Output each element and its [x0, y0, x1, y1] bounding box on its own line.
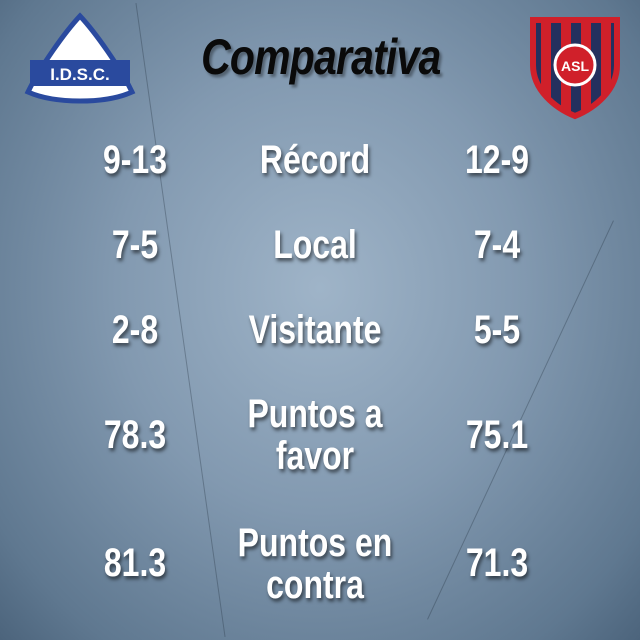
label-puntos-a-favor: Puntos a favor	[227, 393, 403, 477]
away-puntos-a-favor: 75.1	[465, 413, 529, 457]
label-local: Local	[273, 223, 357, 267]
away-puntos-en-contra: 71.3	[465, 541, 529, 585]
home-team-logo: I.D.S.C.	[24, 12, 136, 104]
away-local: 7-4	[473, 223, 521, 267]
label-line: contra	[266, 563, 364, 607]
label-line: favor	[275, 434, 355, 478]
label-line: Puntos en	[237, 521, 393, 565]
away-record: 12-9	[464, 138, 530, 182]
label-record: Récord	[259, 138, 371, 182]
label-visitante: Visitante	[248, 308, 382, 352]
svg-text:ASL: ASL	[561, 58, 589, 74]
home-visitante: 2-8	[111, 308, 159, 352]
away-visitante: 5-5	[473, 308, 521, 352]
home-puntos-a-favor: 78.3	[103, 413, 167, 457]
label-puntos-en-contra: Puntos en contra	[227, 522, 403, 606]
home-puntos-en-contra: 81.3	[103, 541, 167, 585]
svg-text:I.D.S.C.: I.D.S.C.	[50, 65, 110, 84]
label-line: Puntos a	[247, 392, 383, 436]
home-record: 9-13	[102, 138, 168, 182]
home-local: 7-5	[111, 223, 159, 267]
page-title: Comparativa	[201, 29, 441, 85]
away-team-logo: ASL	[530, 17, 620, 120]
